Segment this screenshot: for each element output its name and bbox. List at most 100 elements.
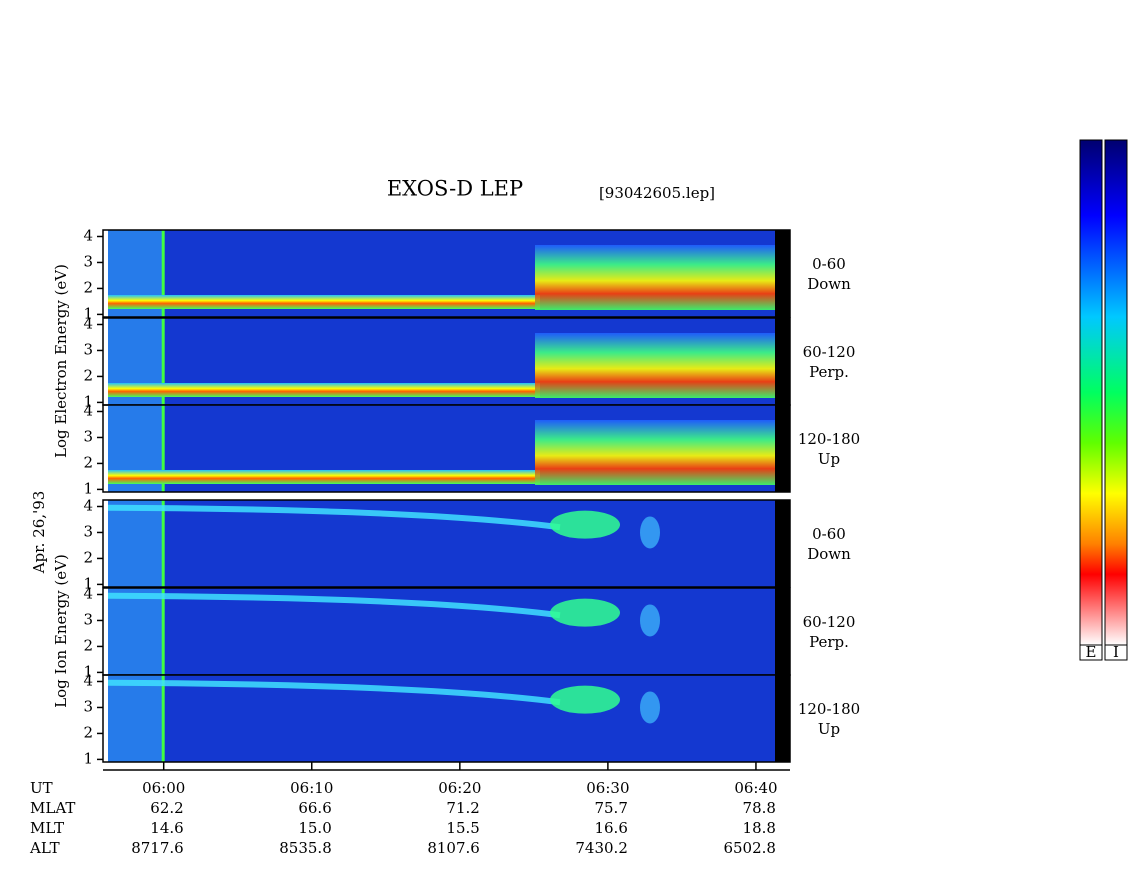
- y-axis-label: Log Ion Energy (eV): [52, 554, 70, 708]
- x-tick-label: 06:00: [142, 779, 185, 797]
- time-marker: [161, 230, 165, 317]
- angle-label: 0-60: [812, 255, 846, 273]
- orbit-row-name: ALT: [29, 839, 60, 857]
- panel-edge: [775, 588, 790, 675]
- orbit-value: 71.2: [446, 799, 479, 817]
- spectrogram-early: [108, 500, 164, 587]
- orbit-value: 15.0: [298, 819, 331, 837]
- panel-frame: [102, 499, 791, 588]
- angle-label: 60-120: [803, 343, 856, 361]
- y-tick-label: 1: [83, 749, 93, 767]
- colorbar-label: E: [1086, 643, 1097, 661]
- orbit-value: 75.7: [594, 799, 627, 817]
- file-name: [93042605.lep]: [599, 184, 715, 202]
- y-tick-label: 4: [83, 584, 93, 602]
- orbit-value: 18.8: [743, 819, 776, 837]
- spectrogram-early: [108, 588, 164, 675]
- y-tick-label: 4: [83, 226, 93, 244]
- orbit-value: 78.8: [743, 799, 776, 817]
- time-marker: [161, 500, 165, 587]
- panel-edge: [775, 318, 790, 405]
- panel-edge: [775, 230, 790, 317]
- orbit-value: 8717.6: [131, 839, 184, 857]
- time-marker: [161, 675, 165, 762]
- y-tick-label: 2: [83, 723, 93, 741]
- x-tick-label: 06:10: [290, 779, 333, 797]
- ion-blob: [550, 685, 620, 714]
- y-tick-label: 4: [83, 496, 93, 514]
- panel-edge: [775, 405, 790, 492]
- ion-blob: [550, 598, 620, 627]
- angle-label: 120-180: [798, 430, 860, 448]
- orbit-value: 6502.8: [723, 839, 776, 857]
- orbit-value: 62.2: [150, 799, 183, 817]
- y-tick-label: 4: [83, 314, 93, 332]
- time-marker: [161, 405, 165, 492]
- orbit-value: 15.5: [446, 819, 479, 837]
- date-label: Apr. 26,'93: [30, 491, 48, 575]
- ion-blob: [640, 691, 660, 724]
- orbit-row-name: MLAT: [30, 799, 75, 817]
- colorbar-label: I: [1113, 643, 1119, 661]
- y-tick-label: 2: [83, 453, 93, 471]
- y-tick-label: 1: [83, 662, 93, 680]
- y-tick-label: 3: [83, 427, 93, 445]
- direction-label: Down: [807, 275, 851, 293]
- y-tick-label: 4: [83, 671, 93, 689]
- orbit-value: 16.6: [594, 819, 627, 837]
- direction-label: Perp.: [809, 633, 849, 651]
- y-tick-label: 2: [83, 278, 93, 296]
- angle-label: 60-120: [803, 613, 856, 631]
- time-marker: [161, 318, 165, 405]
- ion-trace: [107, 592, 561, 619]
- spectrogram-background: [108, 588, 780, 675]
- y-tick-label: 1: [83, 392, 93, 410]
- angle-label: 120-180: [798, 700, 860, 718]
- y-tick-label: 1: [83, 304, 93, 322]
- orbit-value: 8107.6: [427, 839, 480, 857]
- ion-blob: [640, 516, 660, 549]
- y-tick-label: 4: [83, 401, 93, 419]
- orbit-row-name: UT: [30, 779, 53, 797]
- time-marker: [161, 588, 165, 675]
- y-tick-label: 1: [83, 574, 93, 592]
- orbit-value: 7430.2: [575, 839, 628, 857]
- y-tick-label: 3: [83, 697, 93, 715]
- direction-label: Up: [818, 450, 840, 468]
- electron-band: [108, 470, 540, 484]
- y-tick-label: 3: [83, 340, 93, 358]
- x-tick-label: 06:20: [438, 779, 481, 797]
- panel-frame: [102, 674, 791, 763]
- spectrogram-background: [108, 500, 780, 587]
- x-tick-label: 06:30: [586, 779, 629, 797]
- chart-title: EXOS-D LEP: [387, 177, 523, 201]
- y-tick-label: 2: [83, 548, 93, 566]
- y-tick-label: 3: [83, 252, 93, 270]
- y-tick-label: 1: [83, 479, 93, 497]
- colorbar: [1104, 139, 1128, 646]
- electron-burst: [535, 245, 775, 310]
- electron-band: [108, 383, 540, 397]
- orbit-row-name: MLT: [30, 819, 64, 837]
- colorbar-label-box: [1079, 644, 1103, 661]
- y-tick-label: 2: [83, 636, 93, 654]
- electron-burst: [535, 333, 775, 398]
- panel-frame: [102, 229, 791, 318]
- electron-band: [108, 295, 540, 309]
- panel-edge: [775, 675, 790, 762]
- ion-blob: [550, 510, 620, 539]
- panel-frame: [102, 404, 791, 493]
- panel-edge: [775, 500, 790, 587]
- x-tick-label: 06:40: [734, 779, 777, 797]
- spectrogram-background: [108, 675, 780, 762]
- colorbar: [1079, 139, 1103, 646]
- orbit-value: 66.6: [298, 799, 331, 817]
- direction-label: Up: [818, 720, 840, 738]
- colorbar-label-box: [1104, 644, 1128, 661]
- y-tick-label: 3: [83, 610, 93, 628]
- orbit-value: 8535.8: [279, 839, 332, 857]
- ion-trace: [107, 504, 561, 531]
- spectrogram-early: [108, 675, 164, 762]
- y-tick-label: 2: [83, 366, 93, 384]
